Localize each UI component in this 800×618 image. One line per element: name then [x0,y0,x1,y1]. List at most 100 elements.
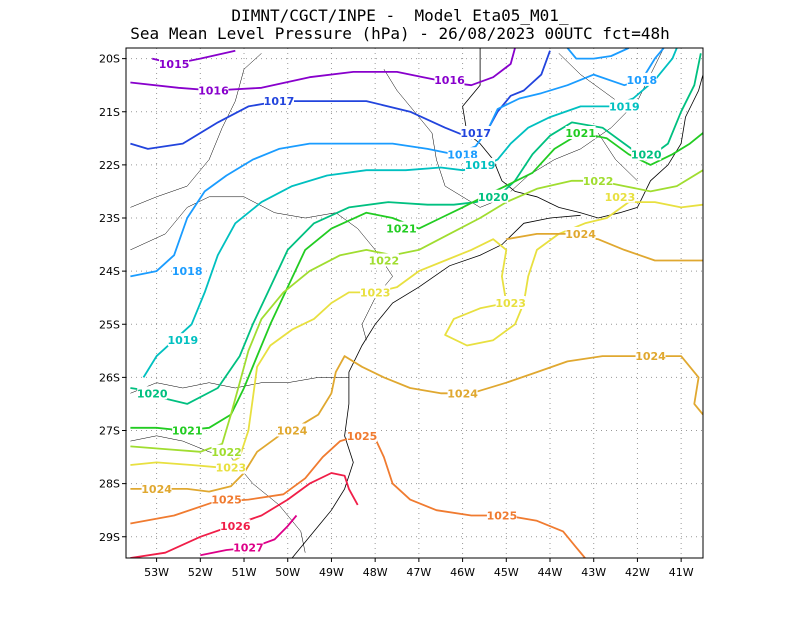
isobar-label-bg [495,296,526,309]
isobar-label: 1018 [172,265,203,278]
isobar-label-bg [635,349,666,363]
x-tick-label: 43W [581,566,606,579]
isobar-label-bg [347,428,378,442]
isobar-label: 1026 [220,520,251,533]
isobar-label: 1017 [460,127,491,140]
x-tick-label: 46W [450,566,475,579]
isobar-label-bg [277,423,308,437]
plot-area: 1015 1016 1017 1016 1017 1018 1019 1020 1021 1022… [126,48,703,558]
chart-title-line1: DIMNT/CGCT/INPE - Model Eta05_M01_ [231,6,569,25]
isobar-label: 1020 [631,148,662,161]
isobar-label-bg [198,83,229,97]
isobar-label: 1020 [137,387,168,400]
isobar-label: 1023 [495,297,526,310]
isobar-label-bg [447,386,478,400]
isobar-label-bg [486,508,517,522]
isobar-label-bg [141,481,172,495]
isobar-label-bg [368,253,399,267]
y-tick-label: 21S [99,106,120,119]
isobar-label: 1018 [626,74,657,87]
isobar-label: 1021 [386,223,417,236]
isobar-label: 1021 [172,425,203,438]
isobar-label-bg [211,444,242,458]
state-border [130,53,262,208]
y-tick-label: 27S [99,425,120,438]
y-tick-label: 24S [99,265,120,278]
isobar-1021 [130,132,703,432]
coastline [291,214,581,558]
isobar-label-bg [465,157,496,171]
isobar-label-bg [233,540,264,554]
isobar-label-bg [263,94,294,108]
y-tick-label: 25S [99,318,120,331]
isobar-label-bg [631,147,662,161]
isobar-label: 1023 [605,191,636,204]
isobar-label-bg [220,519,251,533]
x-tick-label: 41W [669,566,694,579]
isobar-label-bg [360,285,391,299]
isobar-label-bg [215,460,246,474]
isobar-label: 1027 [233,541,264,554]
isobar-label: 1024 [141,483,172,496]
isobar-label: 1019 [609,100,640,113]
isobar-label-bg [604,189,635,203]
y-tick-label: 28S [99,478,120,491]
x-tick-label: 47W [406,566,431,579]
isobar-1023 [130,201,703,469]
y-tick-label: 26S [99,371,120,384]
isobar-1024 [130,355,703,493]
x-tick-label: 52W [188,566,213,579]
x-tick-label: 42W [625,566,650,579]
x-tick-label: 49W [319,566,344,579]
isobar-label: 1025 [347,430,378,443]
x-tick-label: 50W [275,566,300,579]
isobar-1017 [130,50,551,150]
isobar-label-bg [211,492,242,506]
isobar-label-bg [478,189,509,203]
x-tick-label: 51W [232,566,257,579]
state-border [558,53,625,107]
isobar-label-bg [583,173,614,187]
isobar-label: 1016 [434,74,465,87]
isobar-label: 1019 [465,159,496,172]
x-tick-label: 53W [144,566,169,579]
isobar-label-bg [137,386,168,400]
isobar-label: 1019 [168,334,199,347]
state-border [130,377,349,394]
isobar-label-bg [167,333,198,347]
isobar-1018 [130,48,665,278]
isobar-label-bg [565,126,596,139]
isobar-label: 1023 [216,462,247,475]
isobar-label-bg [172,264,203,278]
isobar-label: 1022 [211,446,242,459]
isobar-label: 1016 [198,85,229,98]
x-tick-label: 45W [494,566,519,579]
isobar-label: 1015 [159,58,190,71]
y-tick-label: 20S [99,53,120,66]
isobar-label: 1022 [583,175,614,188]
isobar-label-bg [565,226,596,240]
isobar-label-bg [159,56,190,70]
isobar-label-bg [447,147,478,161]
y-tick-label: 23S [99,212,120,225]
isobar-label: 1021 [565,127,596,140]
chart-title-line2: Sea Mean Level Pressure (hPa) - 26/08/20… [130,24,670,43]
state-border [510,48,664,192]
isobar-1024 [506,233,703,262]
isobar-label: 1020 [478,191,509,204]
y-tick-label: 22S [99,159,120,172]
isobar-label: 1024 [635,350,666,363]
isobar-label-bg [386,221,417,235]
isobar-label: 1017 [264,95,295,108]
state-border [383,69,507,208]
isobar-label: 1023 [360,286,391,299]
isobar-label-bg [434,72,465,86]
isobar-label-bg [460,126,491,139]
isobar-label-bg [609,99,640,113]
x-tick-label: 44W [538,566,563,579]
isobar-label: 1025 [211,494,242,507]
isobar-label: 1024 [565,228,596,241]
y-tick-label: 29S [99,531,120,544]
isobar-1027 [200,514,298,557]
